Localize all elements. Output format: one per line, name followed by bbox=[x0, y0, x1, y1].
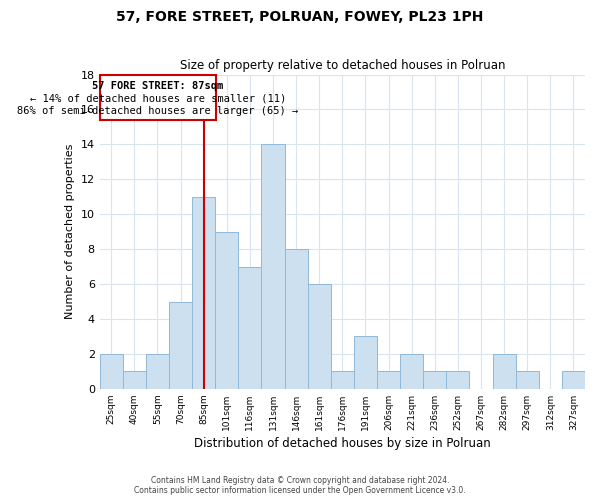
Text: Contains HM Land Registry data © Crown copyright and database right 2024.
Contai: Contains HM Land Registry data © Crown c… bbox=[134, 476, 466, 495]
Bar bbox=[100, 354, 123, 389]
Bar bbox=[331, 372, 354, 389]
Bar bbox=[400, 354, 423, 389]
X-axis label: Distribution of detached houses by size in Polruan: Distribution of detached houses by size … bbox=[194, 437, 491, 450]
Bar bbox=[562, 372, 585, 389]
Bar bbox=[493, 354, 515, 389]
Bar bbox=[284, 249, 308, 389]
Bar bbox=[377, 372, 400, 389]
Bar bbox=[123, 372, 146, 389]
Bar bbox=[515, 372, 539, 389]
Text: 86% of semi-detached houses are larger (65) →: 86% of semi-detached houses are larger (… bbox=[17, 106, 299, 116]
Bar bbox=[423, 372, 446, 389]
Bar bbox=[146, 354, 169, 389]
Bar bbox=[238, 266, 262, 389]
Bar bbox=[446, 372, 469, 389]
Title: Size of property relative to detached houses in Polruan: Size of property relative to detached ho… bbox=[179, 59, 505, 72]
Bar bbox=[215, 232, 238, 389]
Bar bbox=[169, 302, 192, 389]
Bar bbox=[192, 197, 215, 389]
Bar bbox=[354, 336, 377, 389]
FancyBboxPatch shape bbox=[100, 74, 217, 120]
Bar bbox=[262, 144, 284, 389]
Text: 57, FORE STREET, POLRUAN, FOWEY, PL23 1PH: 57, FORE STREET, POLRUAN, FOWEY, PL23 1P… bbox=[116, 10, 484, 24]
Text: ← 14% of detached houses are smaller (11): ← 14% of detached houses are smaller (11… bbox=[30, 94, 286, 104]
Text: 57 FORE STREET: 87sqm: 57 FORE STREET: 87sqm bbox=[92, 81, 224, 91]
Y-axis label: Number of detached properties: Number of detached properties bbox=[65, 144, 75, 320]
Bar bbox=[308, 284, 331, 389]
